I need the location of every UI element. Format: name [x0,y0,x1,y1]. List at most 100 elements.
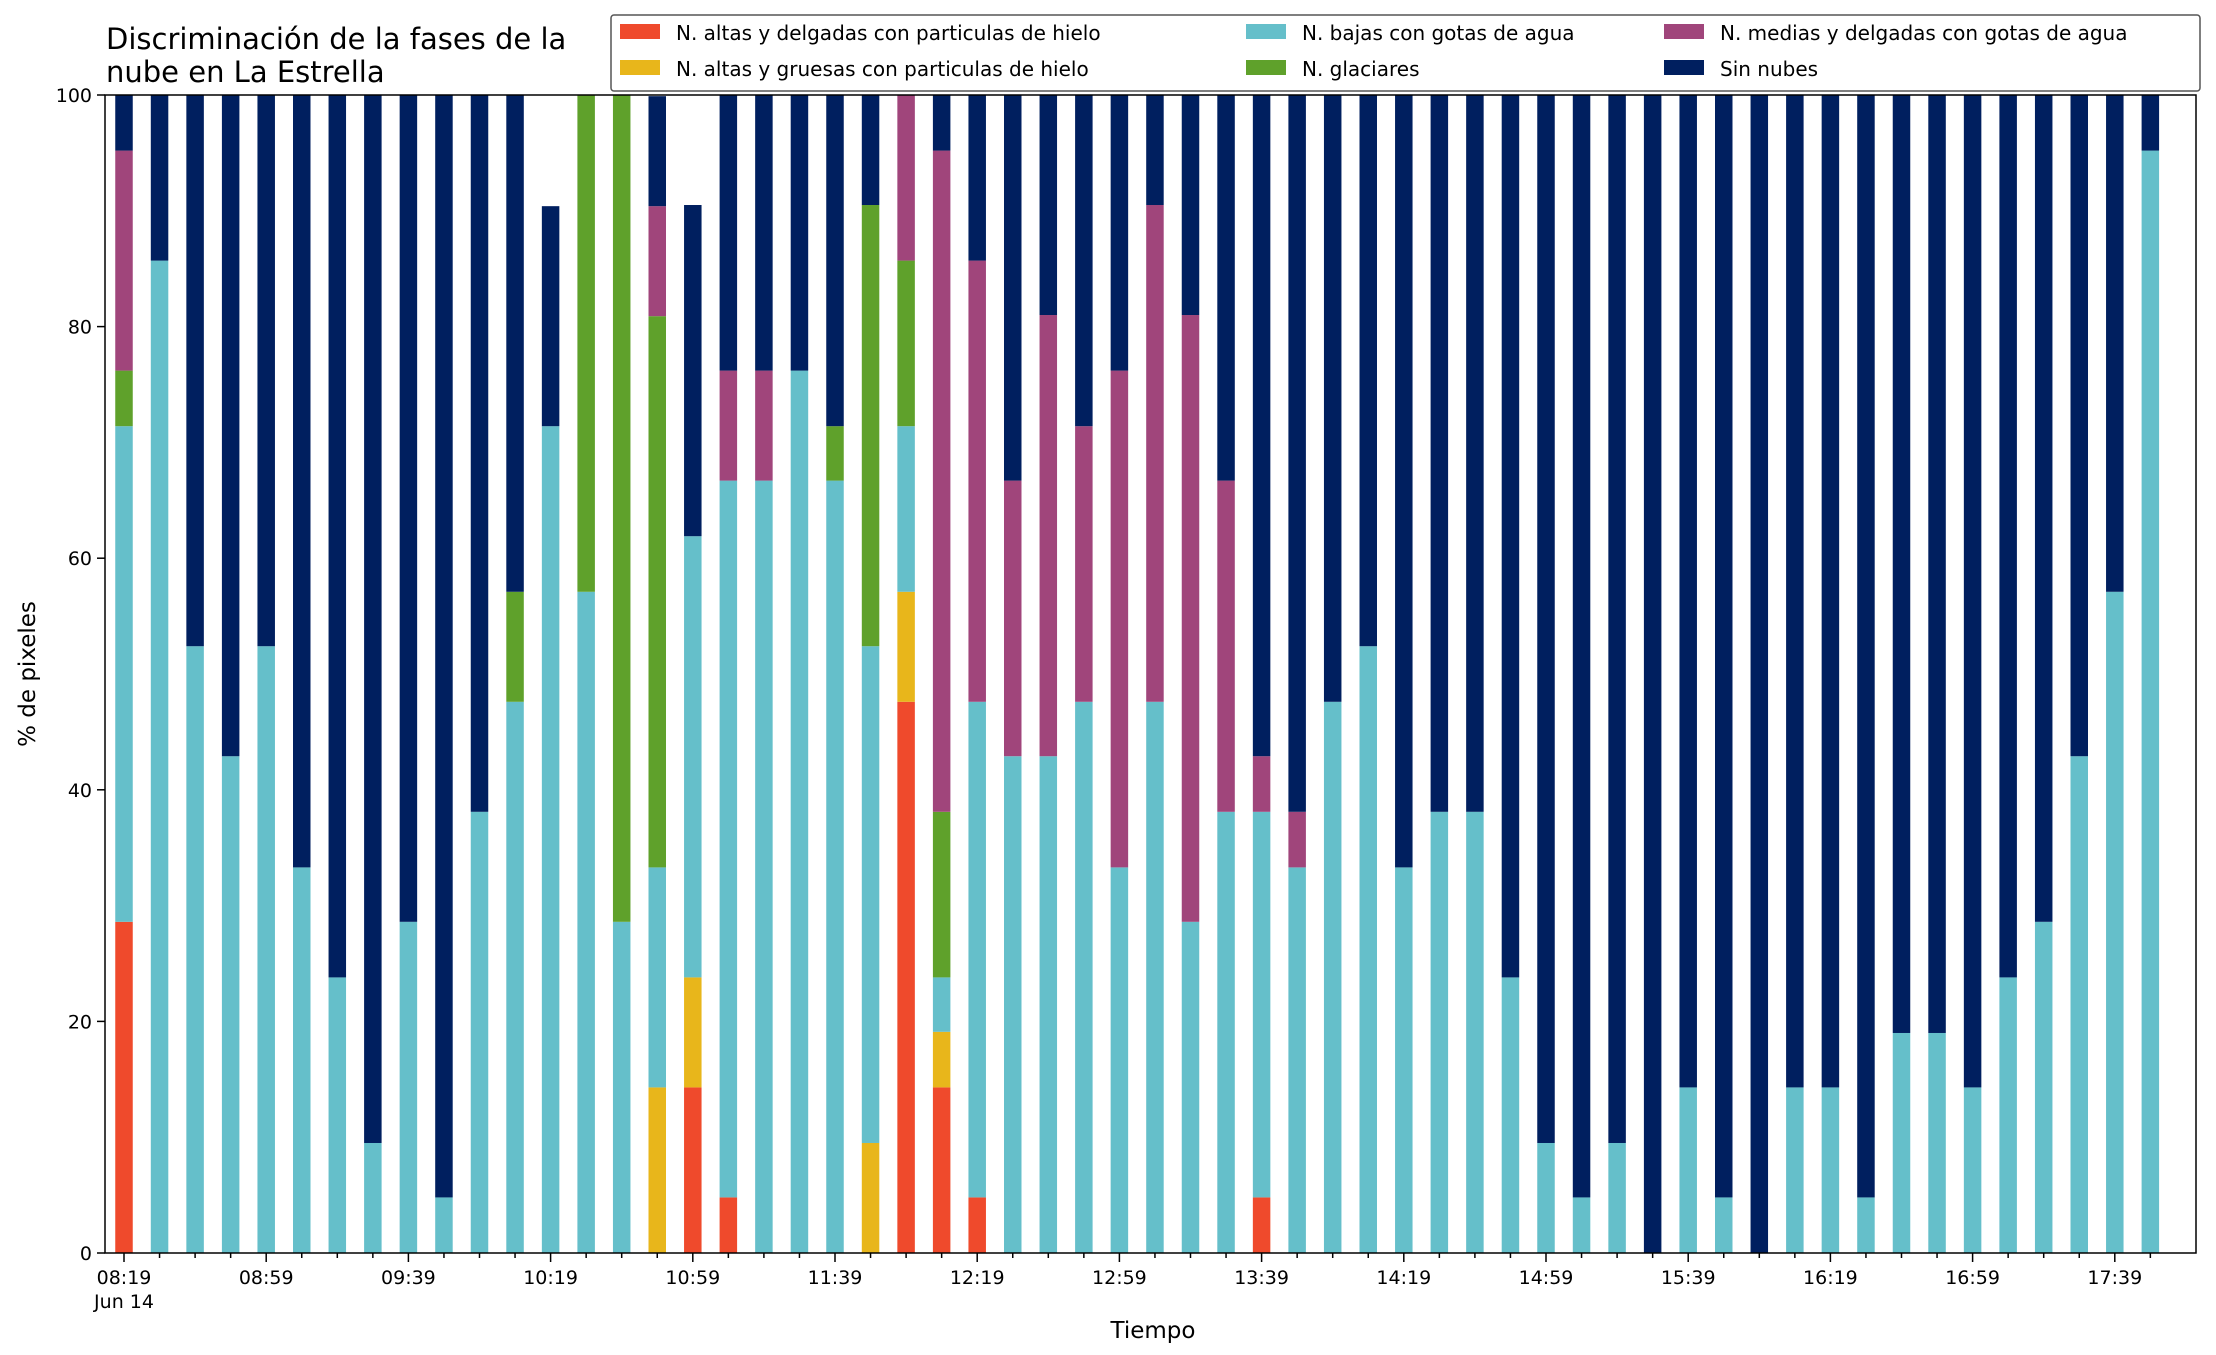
bar-segment [1217,95,1235,481]
bar-segment [861,95,880,206]
bar-segment [364,95,382,1143]
bar-segment [1643,95,1662,1253]
bar-segment [1679,95,1697,1088]
bar-segment [897,591,915,702]
bar-segment [968,260,986,702]
bar-segment [684,536,702,978]
bar-segment [293,95,311,868]
x-date-label: Jun 14 [93,1291,154,1313]
legend-entry-label: N. medias y delgadas con gotas de agua [1720,21,2128,45]
bar-segment [648,316,666,868]
bar-segment [1181,315,1200,922]
bar-segment [1572,95,1591,1198]
bar-segment [648,206,666,317]
x-tick-label: 13:39 [1234,1267,1289,1289]
bar-segment [221,756,240,1253]
bar-segment [1359,95,1377,647]
bar-segment [470,95,489,812]
bar-segment [1999,95,2017,978]
bar-segment [1039,756,1058,1253]
x-axis-label: Tiempo [1110,1318,1196,1344]
bar-segment [648,867,666,1088]
bar-segment [257,95,275,647]
bar-segment [1146,95,1164,206]
bar-segment [648,96,666,207]
bar-segment [1004,480,1022,757]
bar-segment [577,591,595,1253]
bar-segment [541,426,560,1253]
bar-segment [506,701,524,1253]
bar-segment [1288,811,1306,868]
bar-segment [755,480,773,1253]
bar-segment [115,95,133,151]
bar-segment [1004,756,1022,1253]
bar-segment [506,591,524,702]
bar-segment [826,95,844,427]
bar-segment [1857,1197,1875,1253]
bar-segment [719,1197,738,1253]
x-axis: 08:19 08:59 09:39 10:19 10:59 11:39 12:19 12:59… [93,1253,2152,1313]
bar-segment [1075,701,1093,1253]
legend-swatch [1246,60,1286,75]
bar-segment [612,921,631,1253]
bar-segment [1466,811,1484,1253]
bar-segment [897,260,915,427]
bar-segment [684,977,702,1088]
bar-segment [1608,95,1626,1143]
bar-segment [2141,150,2160,1254]
bar-segment [328,977,347,1253]
bar-segment [932,1087,951,1253]
legend-swatch [1664,24,1704,39]
bar-segment [1572,1197,1591,1253]
bar-segment [1110,95,1129,371]
bar-segment [648,1087,666,1253]
legend-swatch [1246,24,1286,39]
bar-segment [115,426,133,922]
x-tick-label: 16:59 [1945,1267,2000,1289]
legend-swatch [620,24,660,39]
bar-segment [1999,977,2017,1253]
y-tick-label: 60 [68,548,92,570]
bar-segment [328,95,347,978]
bar-segment [150,260,169,1254]
chart-title: Discriminación de la fases de la nube en… [106,22,566,89]
bar-segment [719,370,738,481]
y-tick-label: 80 [68,317,92,339]
bar-segment [719,95,738,371]
bar-segment [684,1087,702,1253]
bar-segment [2141,95,2160,151]
bar-segment [1395,867,1413,1253]
x-tick-label: 11:39 [808,1267,863,1289]
legend-entry-label: N. altas y gruesas con particulas de hie… [676,57,1089,81]
bar-segment [790,95,809,371]
bar-segment [2070,756,2088,1253]
bar-segment [1075,95,1093,427]
bar-segment [577,95,595,592]
legend-entry-label: N. glaciares [1302,57,1420,81]
bar-segment [1786,1087,1804,1253]
bar-segment [932,150,951,812]
bar-segment [684,205,702,537]
bar-segment [541,206,560,427]
bar-segment [1466,95,1484,812]
bar-segment [1963,1087,1982,1253]
bars-layer [115,95,2160,1254]
bar-segment [932,95,951,151]
bar-segment [1004,95,1022,481]
x-tick-label: 10:59 [665,1267,720,1289]
bar-segment [186,95,204,647]
bar-segment [1928,1032,1946,1253]
bar-segment [790,370,809,1254]
legend-entry-label: N. altas y delgadas con particulas de hi… [676,21,1101,45]
bar-segment [1501,95,1520,978]
y-axis-label: % de pixeles [15,601,41,747]
x-tick-label: 14:19 [1376,1267,1431,1289]
x-tick-label: 09:39 [381,1267,436,1289]
bar-segment [861,646,880,1143]
bar-segment [1323,701,1342,1253]
bar-segment [470,811,489,1253]
x-tick-label: 16:19 [1803,1267,1858,1289]
x-tick-label: 08:19 [97,1267,152,1289]
y-axis: 0 20 40 60 80 100 [56,85,105,1265]
